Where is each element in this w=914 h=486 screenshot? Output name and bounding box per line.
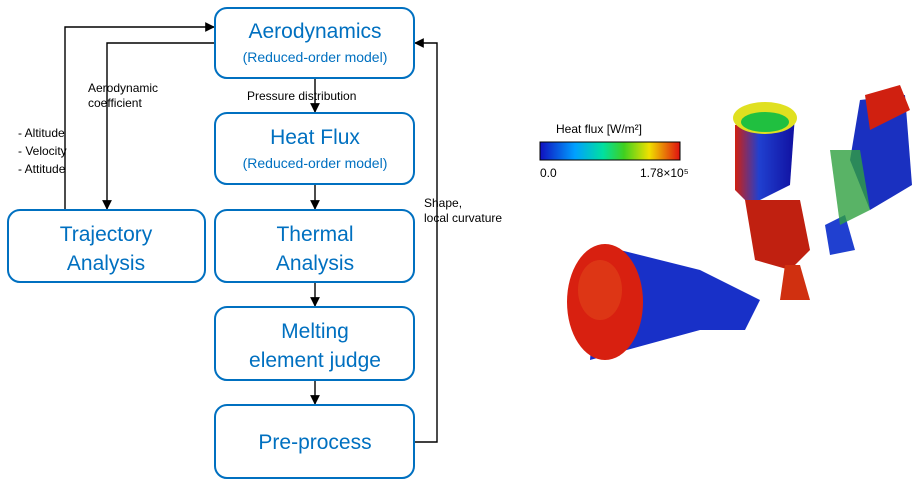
node-label: Pre-process [258, 431, 371, 454]
node-label: Heat Flux [270, 126, 360, 149]
edge-label: - Attitude [18, 162, 66, 176]
rocket-end [578, 260, 622, 320]
arrow [414, 43, 437, 442]
node-label: element judge [249, 349, 381, 372]
rocket-top [741, 112, 789, 132]
node-label: Analysis [276, 252, 354, 275]
colorbar [540, 142, 680, 160]
node-sublabel: (Reduced-order model) [243, 49, 388, 65]
node-label: Melting [281, 320, 349, 343]
colorbar-max: 1.78×10⁵ [640, 166, 689, 180]
node-label: Thermal [276, 223, 353, 246]
rocket-stage [745, 200, 810, 270]
nozzle [780, 265, 810, 300]
edge-label: Shape, [424, 196, 462, 210]
arrow [65, 27, 214, 210]
node-sublabel: (Reduced-order model) [243, 155, 388, 171]
colorbar-min: 0.0 [540, 166, 557, 180]
node-label: Aerodynamics [248, 20, 381, 43]
node-label: Analysis [67, 252, 145, 275]
node-label: Trajectory [60, 223, 153, 246]
edge-label: local curvature [424, 211, 502, 225]
edge-label: - Velocity [18, 144, 67, 158]
edge-label: coefficient [88, 96, 142, 110]
node-box [215, 8, 414, 78]
edge-label: Aerodynamic [88, 81, 158, 95]
arrow [107, 43, 215, 209]
page: Aerodynamics (Reduced-order model) Heat … [0, 0, 914, 486]
colorbar-title: Heat flux [W/m²] [556, 122, 642, 136]
edge-label: Pressure distribution [247, 89, 356, 103]
edge-label: - Altitude [18, 126, 65, 140]
